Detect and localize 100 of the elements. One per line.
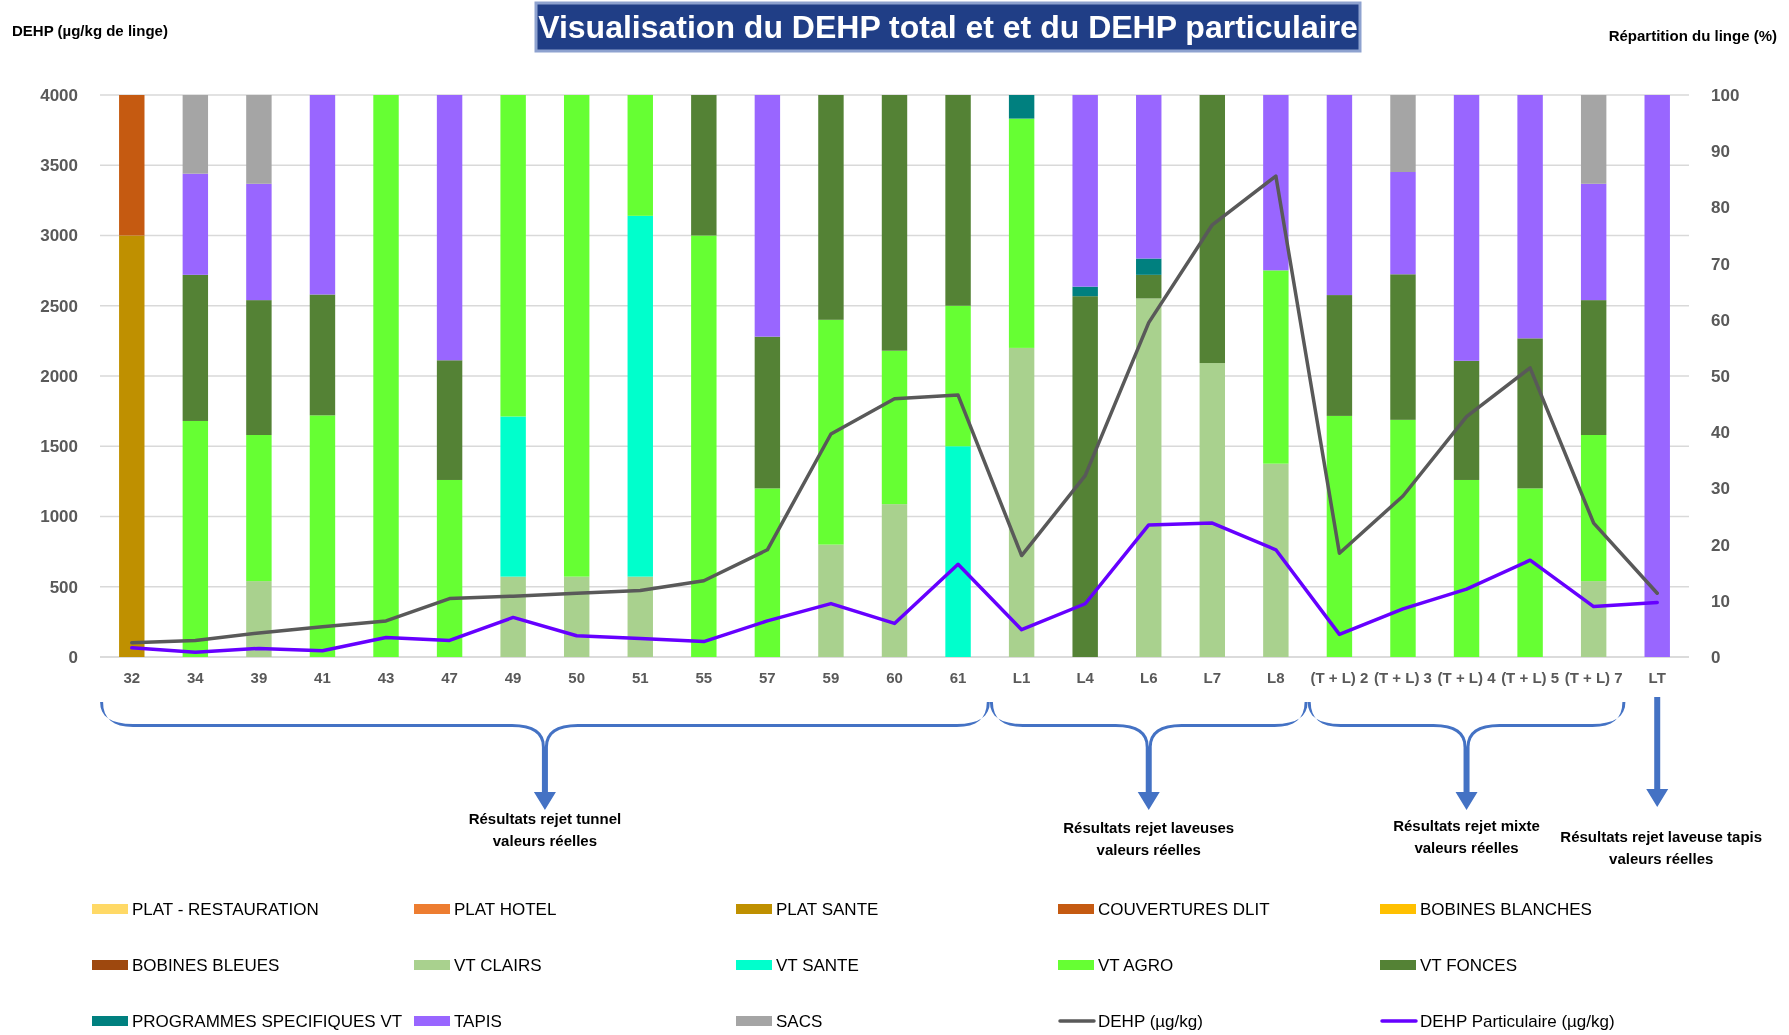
- legend-label: PLAT HOTEL: [454, 899, 557, 919]
- bar: [691, 95, 717, 236]
- y-tick-label: 3000: [40, 226, 78, 246]
- legend-label: DEHP (µg/kg): [1098, 1011, 1203, 1031]
- y-tick-label: 1000: [40, 507, 78, 527]
- bar: [881, 350, 908, 505]
- x-tick-label: 39: [250, 669, 268, 686]
- y2-tick-label: 40: [1711, 423, 1730, 443]
- bar: [1453, 360, 1480, 480]
- bar: [1390, 419, 1416, 657]
- bar: [1072, 286, 1098, 297]
- bar: [436, 479, 463, 657]
- bar: [500, 416, 526, 577]
- bar: [436, 360, 463, 480]
- y2-tick-label: 80: [1711, 198, 1730, 218]
- bar: [1580, 183, 1607, 301]
- bar: [818, 319, 844, 545]
- bar: [1453, 95, 1480, 361]
- y-tick-label: 4000: [40, 85, 78, 105]
- bar: [1199, 363, 1226, 657]
- bar: [500, 95, 526, 417]
- x-tick-label: (T + L) 2: [1310, 669, 1369, 686]
- bar: [246, 300, 272, 436]
- x-tick-label: 60: [886, 669, 903, 686]
- bar: [1644, 95, 1670, 657]
- bar: [1008, 347, 1035, 657]
- bar: [500, 576, 526, 657]
- bar: [1390, 95, 1416, 172]
- bar: [945, 446, 971, 657]
- x-tick-label: (T + L) 4: [1437, 669, 1497, 686]
- chart-title: Visualisation du DEHP total et et du DEHP particulaire: [538, 9, 1358, 45]
- line-series: [130, 521, 1659, 655]
- bar: [1136, 274, 1162, 299]
- bar: [309, 294, 336, 416]
- legend-label: BOBINES BLANCHES: [1420, 899, 1592, 919]
- bar: [246, 183, 272, 301]
- bar: [1199, 95, 1226, 364]
- bar: [1580, 300, 1607, 436]
- bar: [945, 95, 971, 306]
- bar: [1390, 274, 1416, 420]
- legend-label: VT SANTE: [776, 955, 859, 975]
- text: Résultats rejet tunnel valeurs réelles: [468, 810, 622, 849]
- bar: [881, 95, 908, 351]
- bar: [246, 435, 272, 582]
- bar: [691, 235, 717, 657]
- bar: [1326, 95, 1353, 296]
- bar: [1580, 435, 1607, 582]
- bar: [1326, 415, 1353, 657]
- legend-label: VT FONCES: [1420, 955, 1517, 975]
- y2-tick-label: 100: [1711, 85, 1740, 105]
- bar: [881, 504, 908, 657]
- bar: [1136, 258, 1162, 275]
- bar: [1580, 95, 1607, 184]
- bar: [1136, 298, 1162, 657]
- legend-label: SACS: [776, 1011, 823, 1031]
- bar: [246, 581, 272, 657]
- bar: [945, 305, 971, 447]
- bar: [754, 336, 781, 489]
- bar: [119, 95, 145, 236]
- legend-label: PROGRAMMES SPECIFIQUES VT: [132, 1011, 403, 1031]
- bar: [309, 95, 336, 295]
- legend-label: COUVERTURES DLIT: [1098, 899, 1270, 919]
- x-tick-label: 41: [314, 669, 331, 686]
- bar: [563, 95, 590, 577]
- text: Résultats rejet laveuse tapis valeurs réelles: [1560, 828, 1763, 867]
- y2-tick-label: 60: [1711, 310, 1730, 330]
- line-series: [130, 174, 1659, 645]
- x-tick-label: (T + L) 7: [1564, 669, 1623, 686]
- x-tick-label: L7: [1203, 669, 1222, 686]
- text: Résultats rejet laveuses valeurs réelles: [1063, 819, 1235, 858]
- bar: [1517, 95, 1543, 339]
- bar: [1390, 171, 1416, 275]
- y2-tick-label: 0: [1711, 647, 1721, 667]
- bar: [1263, 463, 1289, 657]
- legend-label: BOBINES BLEUES: [132, 955, 280, 975]
- x-tick-label: L8: [1267, 669, 1285, 686]
- y-tick-label: 0: [68, 647, 78, 667]
- x-tick-label: 34: [187, 669, 205, 686]
- bar: [182, 420, 209, 657]
- x-tick-label: (T + L) 3: [1374, 669, 1432, 686]
- legend-label: PLAT SANTE: [776, 899, 879, 919]
- y2-tick-label: 10: [1711, 591, 1730, 611]
- x-tick-label: L6: [1139, 669, 1158, 686]
- bar: [1517, 338, 1543, 489]
- bar: [1136, 95, 1162, 259]
- legend-label: VT CLAIRS: [454, 955, 542, 975]
- x-tick-label: 43: [377, 669, 395, 686]
- x-tick-label: 47: [441, 669, 458, 686]
- bar: [1072, 95, 1098, 287]
- bar: [1326, 295, 1353, 416]
- legend-label: PLAT - RESTAURATION: [132, 899, 319, 919]
- bar: [1580, 581, 1607, 657]
- bar: [627, 95, 653, 216]
- bar: [182, 95, 209, 174]
- bar: [309, 415, 336, 657]
- bar: [1008, 95, 1035, 119]
- bar: [1263, 270, 1289, 464]
- y2-axis-title: Répartition du linge (%): [1608, 27, 1777, 44]
- y-tick-label: 2000: [40, 366, 78, 386]
- bar: [754, 95, 781, 337]
